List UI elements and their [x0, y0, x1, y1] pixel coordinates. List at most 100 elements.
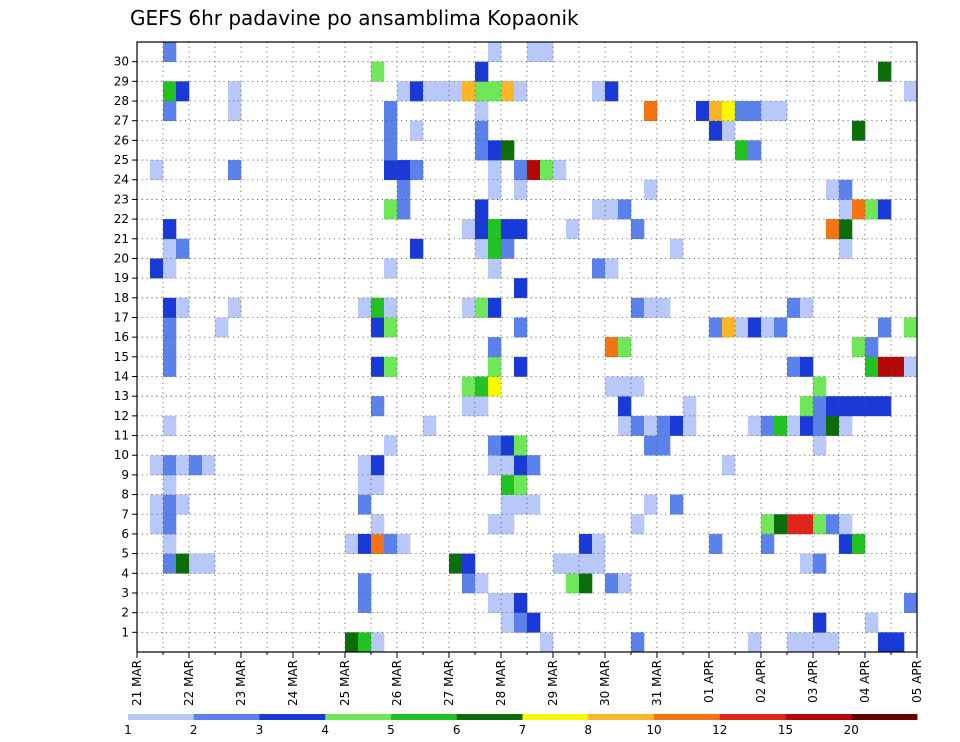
colorbar-label: 20 [844, 723, 859, 737]
heatmap-cell [514, 356, 528, 377]
heatmap-cell [800, 632, 814, 653]
heatmap-cell [618, 376, 632, 397]
heatmap-cell [800, 297, 814, 318]
heatmap-cell [488, 258, 502, 279]
heatmap-cell [761, 533, 775, 554]
colorbar-swatch [325, 714, 392, 720]
heatmap-cell [878, 356, 892, 377]
colorbar-swatch [522, 714, 589, 720]
heatmap-cell [462, 396, 476, 417]
colorbar-label: 2 [190, 723, 198, 737]
y-tick-label: 21 [114, 232, 129, 246]
heatmap-cell [826, 179, 840, 200]
heatmap-cell [605, 573, 619, 594]
heatmap-cell [488, 514, 502, 535]
heatmap-cell [384, 101, 398, 122]
colorbar-swatch [654, 714, 721, 720]
heatmap-cell [358, 592, 372, 613]
heatmap-cell [904, 81, 918, 102]
heatmap-cell [631, 415, 645, 436]
heatmap-cell [592, 258, 606, 279]
heatmap-cell [839, 533, 853, 554]
y-tick-label: 7 [121, 507, 129, 521]
heatmap-cell [488, 140, 502, 161]
heatmap-cell [891, 356, 905, 377]
heatmap-cell [475, 573, 489, 594]
heatmap-cell [813, 553, 827, 574]
y-tick-label: 12 [114, 409, 129, 423]
colorbar-label: 12 [712, 723, 727, 737]
y-tick-label: 23 [114, 192, 129, 206]
heatmap-cell [631, 376, 645, 397]
heatmap-cell [475, 199, 489, 220]
heatmap-cell [176, 553, 190, 574]
heatmap-cell [514, 160, 528, 181]
heatmap-cell [371, 317, 385, 338]
heatmap-cell [436, 81, 450, 102]
heatmap-cell [176, 238, 190, 259]
heatmap-cell [813, 435, 827, 456]
heatmap-cell [891, 632, 905, 653]
heatmap-cell [579, 553, 593, 574]
heatmap-cell [852, 533, 866, 554]
heatmap-cell [618, 415, 632, 436]
heatmap-cell [488, 376, 502, 397]
heatmap-cell [163, 553, 177, 574]
heatmap-cell [748, 101, 762, 122]
heatmap-cell [358, 455, 372, 476]
heatmap-cell [852, 337, 866, 358]
heatmap-cell [618, 337, 632, 358]
heatmap-cell [202, 455, 216, 476]
heatmap-cell [787, 415, 801, 436]
heatmap-cell [163, 42, 177, 62]
heatmap-cell [865, 199, 879, 220]
heatmap-cell [163, 356, 177, 377]
y-tick-label: 4 [121, 566, 129, 580]
heatmap-cell [579, 533, 593, 554]
heatmap-cell [488, 455, 502, 476]
heatmap-cell [501, 612, 515, 633]
heatmap-cell [371, 474, 385, 495]
heatmap-cell [384, 533, 398, 554]
heatmap-cell [605, 199, 619, 220]
heatmap-cell [384, 160, 398, 181]
heatmap-cell [631, 297, 645, 318]
heatmap-cell [397, 199, 411, 220]
x-tick-label: 29 MAR [546, 660, 560, 706]
heatmap-cell [631, 219, 645, 240]
heatmap-cell [358, 474, 372, 495]
heatmap-cell [384, 435, 398, 456]
y-tick-label: 22 [114, 212, 129, 226]
heatmap-cell [358, 494, 372, 515]
heatmap-cell [514, 435, 528, 456]
heatmap-cell [371, 297, 385, 318]
heatmap-cell [878, 317, 892, 338]
heatmap-cell [878, 61, 892, 82]
heatmap-cell [605, 258, 619, 279]
x-axis: 21 MAR 22 MAR 23 MAR 24 MAR 25 MAR 26 MAR 27 M… [130, 652, 924, 706]
heatmap-cell [501, 494, 515, 515]
y-tick-label: 17 [114, 310, 129, 324]
heatmap-cell [462, 297, 476, 318]
heatmap-cell [813, 514, 827, 535]
heatmap-cell [566, 553, 580, 574]
heatmap-cell [215, 317, 229, 338]
heatmap-cell [384, 199, 398, 220]
heatmap-cell [813, 376, 827, 397]
heatmap-cell [696, 101, 710, 122]
heatmap-cell [501, 474, 515, 495]
heatmap-cell [514, 179, 528, 200]
heatmap-cell [670, 415, 684, 436]
heatmap-cell [774, 317, 788, 338]
y-tick-label: 2 [121, 606, 129, 620]
heatmap-cell [800, 514, 814, 535]
heatmap-cell [176, 494, 190, 515]
y-tick-label: 10 [114, 448, 129, 462]
y-tick-label: 11 [114, 429, 129, 443]
heatmap-cell [839, 238, 853, 259]
heatmap-cell [787, 297, 801, 318]
heatmap-cell [787, 356, 801, 377]
y-tick-label: 26 [114, 133, 129, 147]
y-tick-label: 6 [121, 527, 129, 541]
